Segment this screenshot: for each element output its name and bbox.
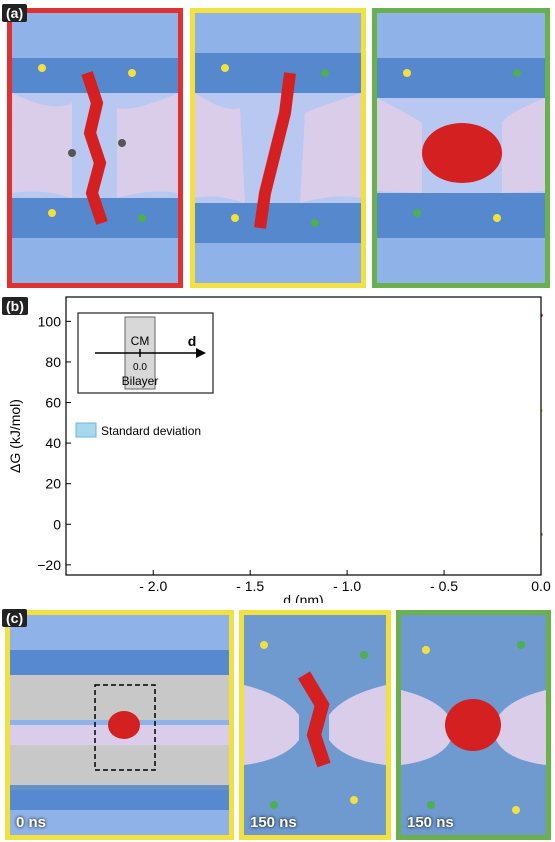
x-axis-label: d (nm) bbox=[283, 592, 323, 603]
free-energy-chart: - 2.0 - 1.5 - 1.0 - 0.5 0.0 −20 0 20 40 60 80 100 d … bbox=[7, 296, 551, 603]
inset-cm-label: CM bbox=[131, 334, 150, 348]
time-label-150ns-b: 150 ns bbox=[407, 814, 454, 831]
time-label-150ns-a: 150 ns bbox=[250, 814, 297, 831]
legend: Standard deviation bbox=[75, 422, 201, 438]
inset-d-label: d bbox=[188, 333, 197, 349]
y-tick-label: 40 bbox=[45, 435, 61, 451]
membrane-pore-image bbox=[12, 13, 178, 283]
y-tick-label: 100 bbox=[38, 313, 62, 329]
snapshot-c-150ns-green: 150 ns bbox=[396, 610, 551, 840]
pore-closeup-image bbox=[401, 615, 546, 835]
y-tick-label: 80 bbox=[45, 354, 61, 370]
time-label-0ns: 0 ns bbox=[16, 814, 47, 831]
bilayer-system-image bbox=[10, 615, 229, 835]
x-tick-label: - 2.0 bbox=[139, 578, 167, 594]
membrane-pore-image bbox=[195, 13, 361, 283]
y-tick-label: 0 bbox=[53, 516, 61, 532]
inset-zero-label: 0.0 bbox=[133, 362, 147, 373]
snapshot-a-red bbox=[7, 8, 183, 288]
x-tick-label: 0.0 bbox=[531, 578, 551, 594]
legend-swatch bbox=[75, 422, 97, 438]
snapshot-a-yellow bbox=[190, 8, 366, 288]
snapshot-c-0ns: 0 ns bbox=[5, 610, 234, 840]
panel-label-c: (c) bbox=[2, 609, 28, 627]
x-tick-label: - 0.5 bbox=[430, 578, 458, 594]
pore-closeup-image bbox=[244, 615, 386, 835]
x-tick-label: - 1.5 bbox=[236, 578, 264, 594]
snapshot-a-green bbox=[372, 8, 550, 288]
panel-label-a: (a) bbox=[2, 4, 28, 22]
y-tick-label: 60 bbox=[45, 395, 61, 411]
y-tick-label: −20 bbox=[37, 557, 61, 573]
membrane-pore-image bbox=[377, 13, 545, 283]
inset-schematic: CM 0.0 d Bilayer bbox=[77, 312, 214, 394]
legend-label: Standard deviation bbox=[101, 424, 201, 438]
y-tick-label: 20 bbox=[45, 476, 61, 492]
snapshot-c-150ns-yellow: 150 ns bbox=[239, 610, 391, 840]
x-tick-label: - 1.0 bbox=[333, 578, 361, 594]
panel-label-b: (b) bbox=[2, 297, 28, 315]
y-axis-label: ΔG (kJ/mol) bbox=[7, 399, 23, 473]
inset-bilayer-label: Bilayer bbox=[122, 374, 159, 388]
